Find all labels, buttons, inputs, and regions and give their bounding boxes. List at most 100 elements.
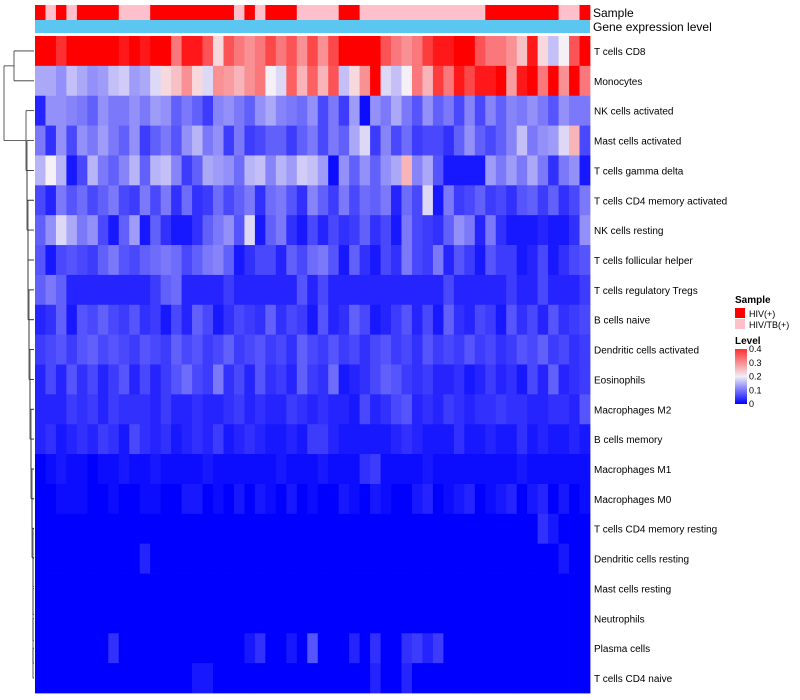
row-label: Dendritic cells resting <box>594 555 689 566</box>
heatmap-cell <box>370 513 381 545</box>
heatmap-cell <box>129 274 141 306</box>
heatmap-cell <box>202 155 214 186</box>
heatmap-cell <box>338 663 350 694</box>
heatmap-cell <box>569 573 580 604</box>
heatmap-cell <box>464 185 476 216</box>
heatmap-cell <box>223 125 235 156</box>
heatmap-cell <box>495 125 507 156</box>
heatmap-cell <box>349 36 361 67</box>
heatmap-cell <box>516 245 528 276</box>
heatmap-cell <box>181 334 193 365</box>
heatmap-cell <box>150 125 162 156</box>
heatmap-cell <box>527 65 539 97</box>
heatmap-cell <box>338 274 350 306</box>
heatmap-cell <box>97 36 109 67</box>
heatmap-cell <box>317 543 329 574</box>
heatmap-cell <box>380 95 392 126</box>
heatmap-cell <box>307 603 319 634</box>
heatmap-cell <box>223 663 235 694</box>
heatmap-cell <box>160 304 172 336</box>
heatmap-cell <box>35 95 46 126</box>
heatmap-cell <box>213 364 224 395</box>
heatmap-cell <box>495 663 507 694</box>
heatmap-cell <box>359 215 371 246</box>
heatmap-cell <box>160 155 172 186</box>
heatmap-cell <box>150 364 162 395</box>
heatmap-cell <box>181 513 193 545</box>
heatmap-cell <box>171 245 182 276</box>
heatmap-cell <box>558 215 570 246</box>
heatmap-cell <box>254 513 266 545</box>
heatmap-cell <box>213 573 224 604</box>
heatmap-cell <box>359 543 371 574</box>
heatmap-cell <box>108 334 120 365</box>
heatmap-cell <box>254 543 266 574</box>
heatmap-cell <box>76 95 88 126</box>
heatmap-cell <box>118 334 130 365</box>
heatmap-cell <box>328 633 340 664</box>
heatmap-cell <box>76 36 88 67</box>
heatmap-cell <box>506 394 518 425</box>
heatmap-cell <box>275 454 287 485</box>
heatmap-cell <box>422 633 434 664</box>
heatmap-cell <box>76 543 88 574</box>
heatmap-cell <box>579 125 591 156</box>
heatmap-cell <box>328 65 340 97</box>
heatmap-cell <box>359 633 371 664</box>
heatmap-cell <box>516 424 528 455</box>
heatmap-cell <box>506 245 518 276</box>
heatmap-cell <box>474 663 486 694</box>
track-label-sample: Sample <box>593 6 634 20</box>
heatmap-cell <box>66 364 78 395</box>
heatmap-cell <box>569 483 580 515</box>
heatmap-cell <box>233 633 245 664</box>
heatmap-cell <box>370 274 381 306</box>
heatmap-cell <box>139 245 151 276</box>
row-label: T cells regulatory Tregs <box>594 286 698 297</box>
heatmap-cell <box>108 573 120 604</box>
heatmap-cell <box>160 543 172 574</box>
heatmap-cell <box>464 483 476 515</box>
heatmap-cell <box>422 483 434 515</box>
heatmap-cell <box>338 125 350 156</box>
heatmap-cell <box>380 394 392 425</box>
heatmap-cell <box>370 454 381 485</box>
heatmap-cell <box>391 95 402 126</box>
heatmap-cell <box>108 424 120 455</box>
heatmap-cell <box>139 483 151 515</box>
heatmap-cell <box>108 633 120 664</box>
heatmap-cell <box>485 185 497 216</box>
row-label: NK cells activated <box>594 107 673 118</box>
heatmap-cell <box>108 394 120 425</box>
heatmap-cell <box>108 543 120 574</box>
heatmap-cell <box>411 603 423 634</box>
heatmap-cell <box>223 573 235 604</box>
heatmap-cell <box>202 454 214 485</box>
heatmap-cell <box>422 573 434 604</box>
heatmap-cell <box>349 95 361 126</box>
heatmap-cell <box>202 483 214 515</box>
heatmap-cell <box>160 95 172 126</box>
heatmap-cell <box>453 304 465 336</box>
heatmap-cell <box>370 633 381 664</box>
heatmap-cell <box>192 334 203 365</box>
heatmap-cell <box>422 155 434 186</box>
heatmap-cell <box>35 185 46 216</box>
heatmap-cell <box>527 215 539 246</box>
heatmap-cell <box>558 334 570 365</box>
heatmap-cell <box>558 663 570 694</box>
heatmap-cell <box>537 65 549 97</box>
heatmap-cell <box>548 215 559 246</box>
heatmap-cell <box>160 424 172 455</box>
heatmap-cell <box>45 125 57 156</box>
heatmap-cell <box>411 454 423 485</box>
heatmap-cell <box>359 125 371 156</box>
heatmap-cell <box>213 125 224 156</box>
heatmap-cell <box>548 364 559 395</box>
sample-annotation-cell <box>118 5 130 20</box>
heatmap-cell <box>338 573 350 604</box>
heatmap-cell <box>97 245 109 276</box>
heatmap-cell <box>55 483 67 515</box>
heatmap-cell <box>202 364 214 395</box>
gene-expression-track <box>35 20 590 33</box>
